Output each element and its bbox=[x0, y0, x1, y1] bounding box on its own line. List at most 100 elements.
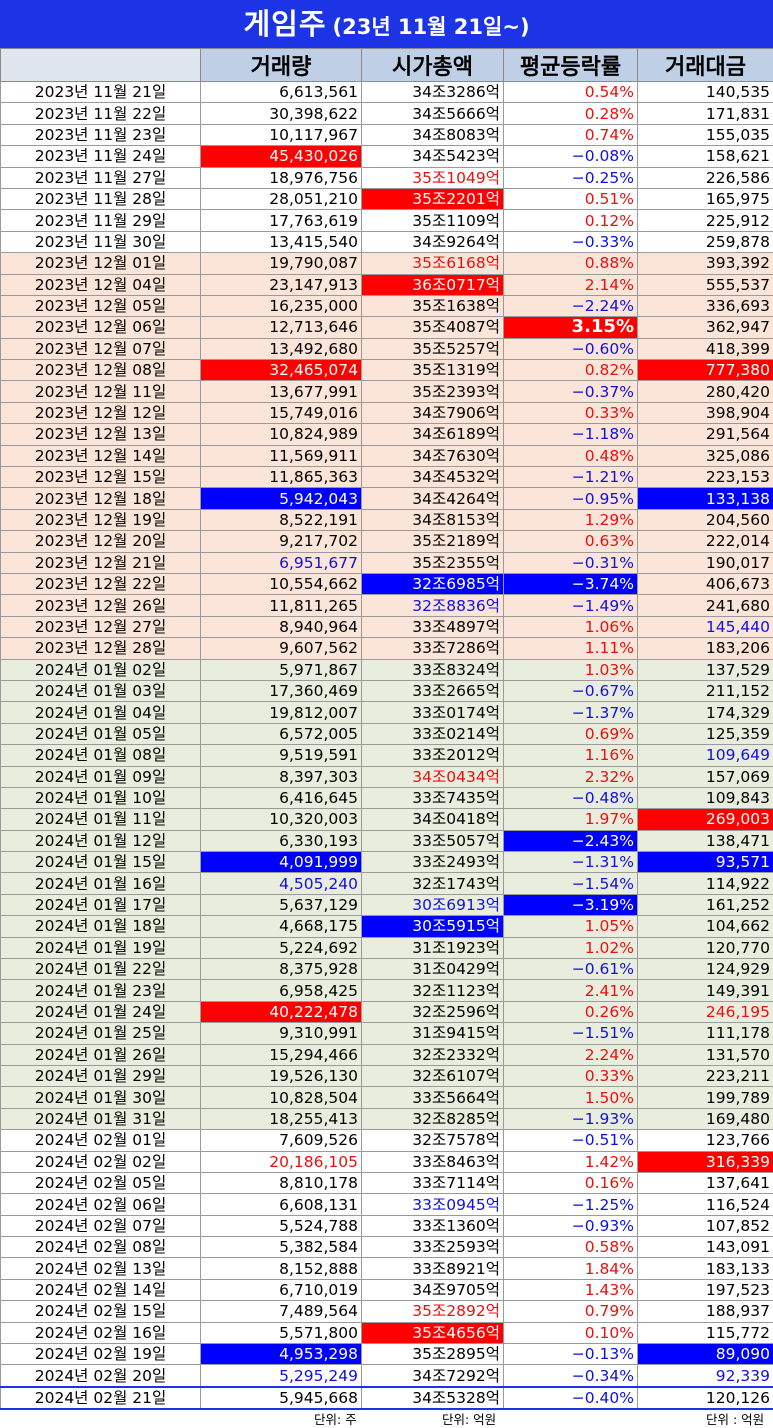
volume-cell: 17,360,469 bbox=[200, 679, 362, 703]
change-rate-cell: 0.88% bbox=[503, 252, 638, 275]
change-rate-cell: 0.12% bbox=[503, 209, 638, 232]
date-cell: 2024년 01월 26일 bbox=[0, 1043, 201, 1066]
date-cell: 2023년 12월 11일 bbox=[0, 380, 201, 403]
date-cell: 2024년 01월 08일 bbox=[0, 744, 201, 767]
table-row: 2024년 01월 26일 15,294,466 32조2332억 2.24% 131,… bbox=[0, 1043, 773, 1066]
table-row: 2024년 02월 19일 4,953,298 35조2895억 −0.13% 89,0… bbox=[0, 1343, 773, 1366]
volume-cell: 11,811,265 bbox=[200, 594, 362, 617]
market-cap-cell: 35조5257억 bbox=[361, 337, 504, 361]
table-row: 2023년 11월 30일 13,415,540 34조9264억 −0.33% 259… bbox=[0, 230, 773, 254]
table-row: 2024년 02월 16일 5,571,800 35조4656억 0.10% 115,7… bbox=[0, 1321, 773, 1345]
market-cap-cell: 34조3286억 bbox=[361, 80, 504, 104]
market-cap-cell: 33조7114억 bbox=[361, 1171, 504, 1195]
trading-amount-cell: 362,947 bbox=[637, 316, 773, 339]
date-cell: 2024년 02월 05일 bbox=[0, 1171, 201, 1195]
market-cap-cell: 33조0174억 bbox=[361, 701, 504, 724]
table-row: 2024년 01월 03일 17,360,469 33조2665억 −0.67% 211… bbox=[0, 679, 773, 703]
trading-amount-cell: 137,641 bbox=[637, 1171, 773, 1195]
market-cap-cell: 35조2393억 bbox=[361, 380, 504, 403]
market-cap-unit-label: 단위: 억원 bbox=[442, 1412, 497, 1427]
volume-cell: 18,976,756 bbox=[200, 166, 362, 189]
volume-cell: 9,217,702 bbox=[200, 530, 362, 553]
volume-cell: 9,607,562 bbox=[200, 637, 362, 660]
change-rate-cell: −0.08% bbox=[503, 145, 638, 168]
change-rate-cell: −0.33% bbox=[503, 230, 638, 254]
change-rate-cell: −1.49% bbox=[503, 594, 638, 617]
table-row: 2024년 01월 16일 4,505,240 32조1743억 −1.54% 114,… bbox=[0, 872, 773, 895]
table-row: 2024년 01월 15일 4,091,999 33조2493억 −1.31% 93,5… bbox=[0, 851, 773, 874]
trading-amount-cell: 199,789 bbox=[637, 1086, 773, 1109]
change-rate-cell: −0.37% bbox=[503, 380, 638, 403]
market-cap-cell: 34조0418억 bbox=[361, 808, 504, 831]
volume-cell: 40,222,478 bbox=[200, 1000, 362, 1024]
change-rate-cell: 0.28% bbox=[503, 102, 638, 125]
volume-cell: 6,710,019 bbox=[200, 1278, 362, 1302]
change-rate-cell: 0.16% bbox=[503, 1171, 638, 1195]
table-row: 2023년 12월 18일 5,942,043 34조4264억 −0.95% 133,… bbox=[0, 487, 773, 510]
change-rate-cell: −0.25% bbox=[503, 166, 638, 189]
table-row: 2024년 01월 22일 8,375,928 31조0429억 −0.61% 124,… bbox=[0, 958, 773, 981]
volume-cell: 13,415,540 bbox=[200, 230, 362, 254]
date-cell: 2023년 11월 27일 bbox=[0, 166, 201, 189]
date-cell: 2024년 02월 14일 bbox=[0, 1278, 201, 1302]
market-cap-cell: 31조0429억 bbox=[361, 958, 504, 981]
volume-cell: 15,294,466 bbox=[200, 1043, 362, 1066]
table-row: 2023년 11월 29일 17,763,619 35조1109억 0.12% 225,… bbox=[0, 209, 773, 232]
market-cap-cell: 34조7630억 bbox=[361, 444, 504, 468]
volume-cell: 19,812,007 bbox=[200, 701, 362, 724]
market-cap-cell: 33조7435억 bbox=[361, 786, 504, 810]
market-cap-cell: 34조9264억 bbox=[361, 230, 504, 254]
change-rate-cell: −0.60% bbox=[503, 337, 638, 361]
title-main: 게임주 bbox=[243, 7, 327, 41]
volume-cell: 5,971,867 bbox=[200, 658, 362, 681]
market-cap-cell: 34조8153억 bbox=[361, 508, 504, 532]
change-rate-cell: −1.18% bbox=[503, 423, 638, 446]
volume-cell: 4,668,175 bbox=[200, 915, 362, 938]
market-cap-cell: 35조1319억 bbox=[361, 359, 504, 382]
volume-cell: 6,613,561 bbox=[200, 80, 362, 104]
change-rate-cell: −0.61% bbox=[503, 958, 638, 981]
market-cap-cell: 35조2201억 bbox=[361, 187, 504, 211]
market-cap-cell: 35조1109억 bbox=[361, 209, 504, 232]
date-cell: 2023년 12월 13일 bbox=[0, 423, 201, 446]
date-cell: 2023년 12월 08일 bbox=[0, 359, 201, 382]
table-row: 2024년 02월 21일 5,945,668 34조5328억 −0.40% 120,… bbox=[0, 1385, 773, 1411]
market-cap-cell: 34조0434억 bbox=[361, 765, 504, 788]
volume-cell: 6,951,677 bbox=[200, 551, 362, 574]
market-cap-cell: 33조8463억 bbox=[361, 1150, 504, 1173]
date-cell: 2024년 02월 21일 bbox=[0, 1385, 201, 1411]
market-cap-cell: 33조8921억 bbox=[361, 1257, 504, 1280]
table-row: 2024년 01월 10일 6,416,645 33조7435억 −0.48% 109,… bbox=[0, 786, 773, 810]
market-cap-cell: 34조4264억 bbox=[361, 487, 504, 510]
table-row: 2024년 01월 19일 5,224,692 31조1923억 1.02% 120,7… bbox=[0, 936, 773, 960]
volume-cell: 7,609,526 bbox=[200, 1129, 362, 1152]
volume-cell: 6,416,645 bbox=[200, 786, 362, 810]
volume-cell: 8,522,191 bbox=[200, 508, 362, 532]
change-rate-cell: −1.93% bbox=[503, 1107, 638, 1131]
market-cap-cell: 34조8083억 bbox=[361, 123, 504, 147]
header-market-cap: 시가총액 bbox=[361, 48, 504, 82]
date-cell: 2023년 12월 27일 bbox=[0, 615, 201, 639]
date-cell: 2023년 12월 04일 bbox=[0, 273, 201, 296]
change-rate-cell: 1.06% bbox=[503, 615, 638, 639]
trading-amount-cell: 259,878 bbox=[637, 230, 773, 254]
market-cap-cell: 34조5666억 bbox=[361, 102, 504, 125]
trading-amount-cell: 174,329 bbox=[637, 701, 773, 724]
market-cap-cell: 32조8285억 bbox=[361, 1107, 504, 1131]
table-row: 2024년 02월 05일 8,810,178 33조7114억 0.16% 137,6… bbox=[0, 1171, 773, 1195]
date-cell: 2023년 12월 01일 bbox=[0, 252, 201, 275]
change-rate-cell: 0.58% bbox=[503, 1236, 638, 1259]
volume-cell: 13,492,680 bbox=[200, 337, 362, 361]
change-rate-cell: 1.05% bbox=[503, 915, 638, 938]
date-cell: 2024년 02월 02일 bbox=[0, 1150, 201, 1173]
market-cap-cell: 31조1923억 bbox=[361, 936, 504, 960]
change-rate-cell: 1.29% bbox=[503, 508, 638, 532]
table-body: 2023년 11월 21일 6,613,561 34조3286억 0.54% 140,5… bbox=[0, 80, 773, 1411]
volume-cell: 10,320,003 bbox=[200, 808, 362, 831]
change-rate-cell: 2.32% bbox=[503, 765, 638, 788]
table-row: 2024년 01월 30일 10,828,504 33조5664억 1.50% 199,… bbox=[0, 1086, 773, 1109]
header-row: 거래량 시가총액 평균등락률 거래대금 bbox=[0, 48, 773, 82]
trading-amount-cell: 225,912 bbox=[637, 209, 773, 232]
trading-amount-cell: 211,152 bbox=[637, 679, 773, 703]
table-row: 2024년 01월 08일 9,519,591 33조2012억 1.16% 109,6… bbox=[0, 744, 773, 767]
